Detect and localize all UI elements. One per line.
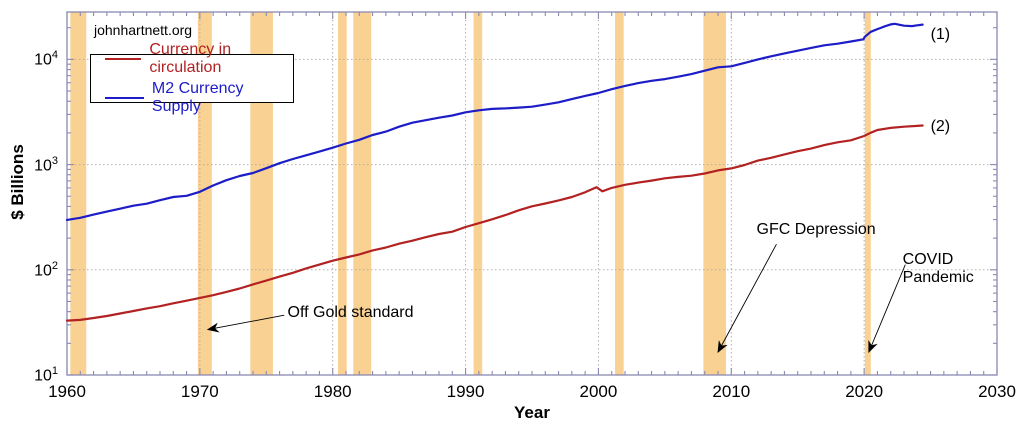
x-tick-label: 1990 bbox=[446, 382, 485, 401]
x-tick-label: 2020 bbox=[845, 382, 884, 401]
recession-band bbox=[473, 12, 483, 375]
legend-item: Currency in circulation bbox=[91, 41, 293, 77]
recession-band bbox=[864, 12, 871, 375]
legend: Currency in circulation M2 Currency Suppl… bbox=[90, 41, 294, 115]
y-axis-title: $ Billions bbox=[8, 144, 27, 220]
annotation-arrow-covid-pandemic bbox=[868, 264, 906, 354]
legend-label: Currency in circulation bbox=[149, 41, 232, 76]
recession-band bbox=[70, 12, 87, 375]
recession-band bbox=[703, 12, 726, 375]
annotation-off-gold-standard: Off Gold standard bbox=[287, 304, 414, 322]
x-tick-label: 1970 bbox=[180, 382, 219, 401]
annotation-arrow-gfc-depression bbox=[717, 244, 777, 353]
annotation-covid-pandemic: COVID Pandemic bbox=[902, 251, 974, 287]
legend-line-sample bbox=[105, 97, 144, 99]
x-tick-label: 1960 bbox=[48, 382, 86, 401]
x-axis-title: Year bbox=[514, 403, 550, 422]
legend-line-sample bbox=[105, 58, 142, 60]
legend-label: M2 Currency Supply bbox=[151, 80, 244, 115]
recession-band bbox=[353, 12, 372, 375]
annotation-series-2-label: (2) bbox=[930, 117, 951, 135]
y-tick-label: 101 bbox=[34, 365, 58, 385]
x-tick-label: 2000 bbox=[579, 382, 618, 401]
watermark: johnhartnett.org bbox=[94, 22, 193, 38]
annotation-gfc-depression: GFC Depression bbox=[756, 221, 876, 239]
x-tick-label: 1980 bbox=[313, 382, 352, 401]
legend-item: M2 Currency Supply bbox=[91, 80, 293, 116]
y-tick-label: 103 bbox=[34, 154, 58, 174]
annotation-series-1-label: (1) bbox=[930, 25, 951, 43]
recession-band bbox=[615, 12, 624, 375]
x-tick-label: 2030 bbox=[978, 382, 1016, 401]
y-tick-label: 104 bbox=[34, 49, 58, 69]
series-line-1 bbox=[65, 124, 924, 322]
y-tick-label: 102 bbox=[34, 259, 58, 280]
recession-band bbox=[338, 12, 347, 375]
series-line-2 bbox=[65, 22, 924, 221]
annotation-arrow-off-gold-standard bbox=[206, 314, 285, 333]
x-tick-label: 2010 bbox=[712, 382, 751, 401]
